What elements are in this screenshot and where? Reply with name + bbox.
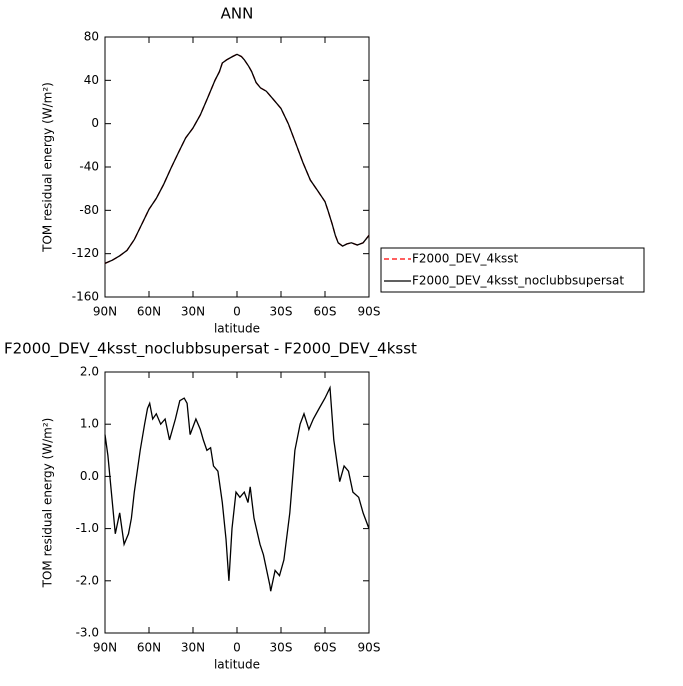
x-tick-label: 60S [314, 641, 337, 655]
chart-title: ANN [221, 5, 254, 23]
plot-frame [104, 371, 370, 634]
x-tick-label: 60N [137, 641, 161, 655]
legend-box [380, 247, 645, 293]
data-line [104, 53, 370, 264]
data-line [104, 385, 370, 592]
x-axis-label: latitude [214, 322, 260, 336]
plot-frame [104, 36, 370, 298]
y-tick-label: -3.0 [76, 626, 99, 640]
legend-label: F2000_DEV_4ksst [412, 252, 519, 266]
x-tick-label: 90N [93, 305, 117, 319]
data-line [104, 53, 370, 264]
x-tick-label: 0 [233, 305, 241, 319]
y-tick-label: 0 [91, 116, 99, 130]
y-tick-label: -120 [72, 246, 99, 260]
legend-label: F2000_DEV_4ksst_noclubbsupersat [412, 274, 624, 288]
y-tick-label: -80 [79, 203, 99, 217]
y-tick-label: 1.0 [80, 417, 99, 431]
y-tick-label: -2.0 [76, 573, 99, 587]
y-axis-label: TOM residual energy (W/m²) [41, 418, 55, 589]
x-tick-label: 0 [233, 641, 241, 655]
y-tick-label: 80 [84, 30, 99, 44]
y-tick-label: -40 [79, 160, 99, 174]
y-axis-label: TOM residual energy (W/m²) [41, 82, 55, 253]
y-tick-label: -1.0 [76, 521, 99, 535]
x-tick-label: 30N [181, 305, 205, 319]
y-tick-label: 2.0 [80, 365, 99, 379]
x-tick-label: 30S [270, 305, 293, 319]
y-tick-label: 0.0 [80, 469, 99, 483]
x-tick-label: 60S [314, 305, 337, 319]
y-tick-label: -160 [72, 290, 99, 304]
x-tick-label: 90S [358, 641, 381, 655]
y-tick-label: 40 [84, 73, 99, 87]
x-tick-label: 90N [93, 641, 117, 655]
x-tick-label: 90S [358, 305, 381, 319]
x-tick-label: 60N [137, 305, 161, 319]
x-axis-label: latitude [214, 658, 260, 672]
x-tick-label: 30N [181, 641, 205, 655]
x-tick-label: 30S [270, 641, 293, 655]
chart-title: F2000_DEV_4ksst_noclubbsupersat - F2000_… [4, 340, 417, 359]
